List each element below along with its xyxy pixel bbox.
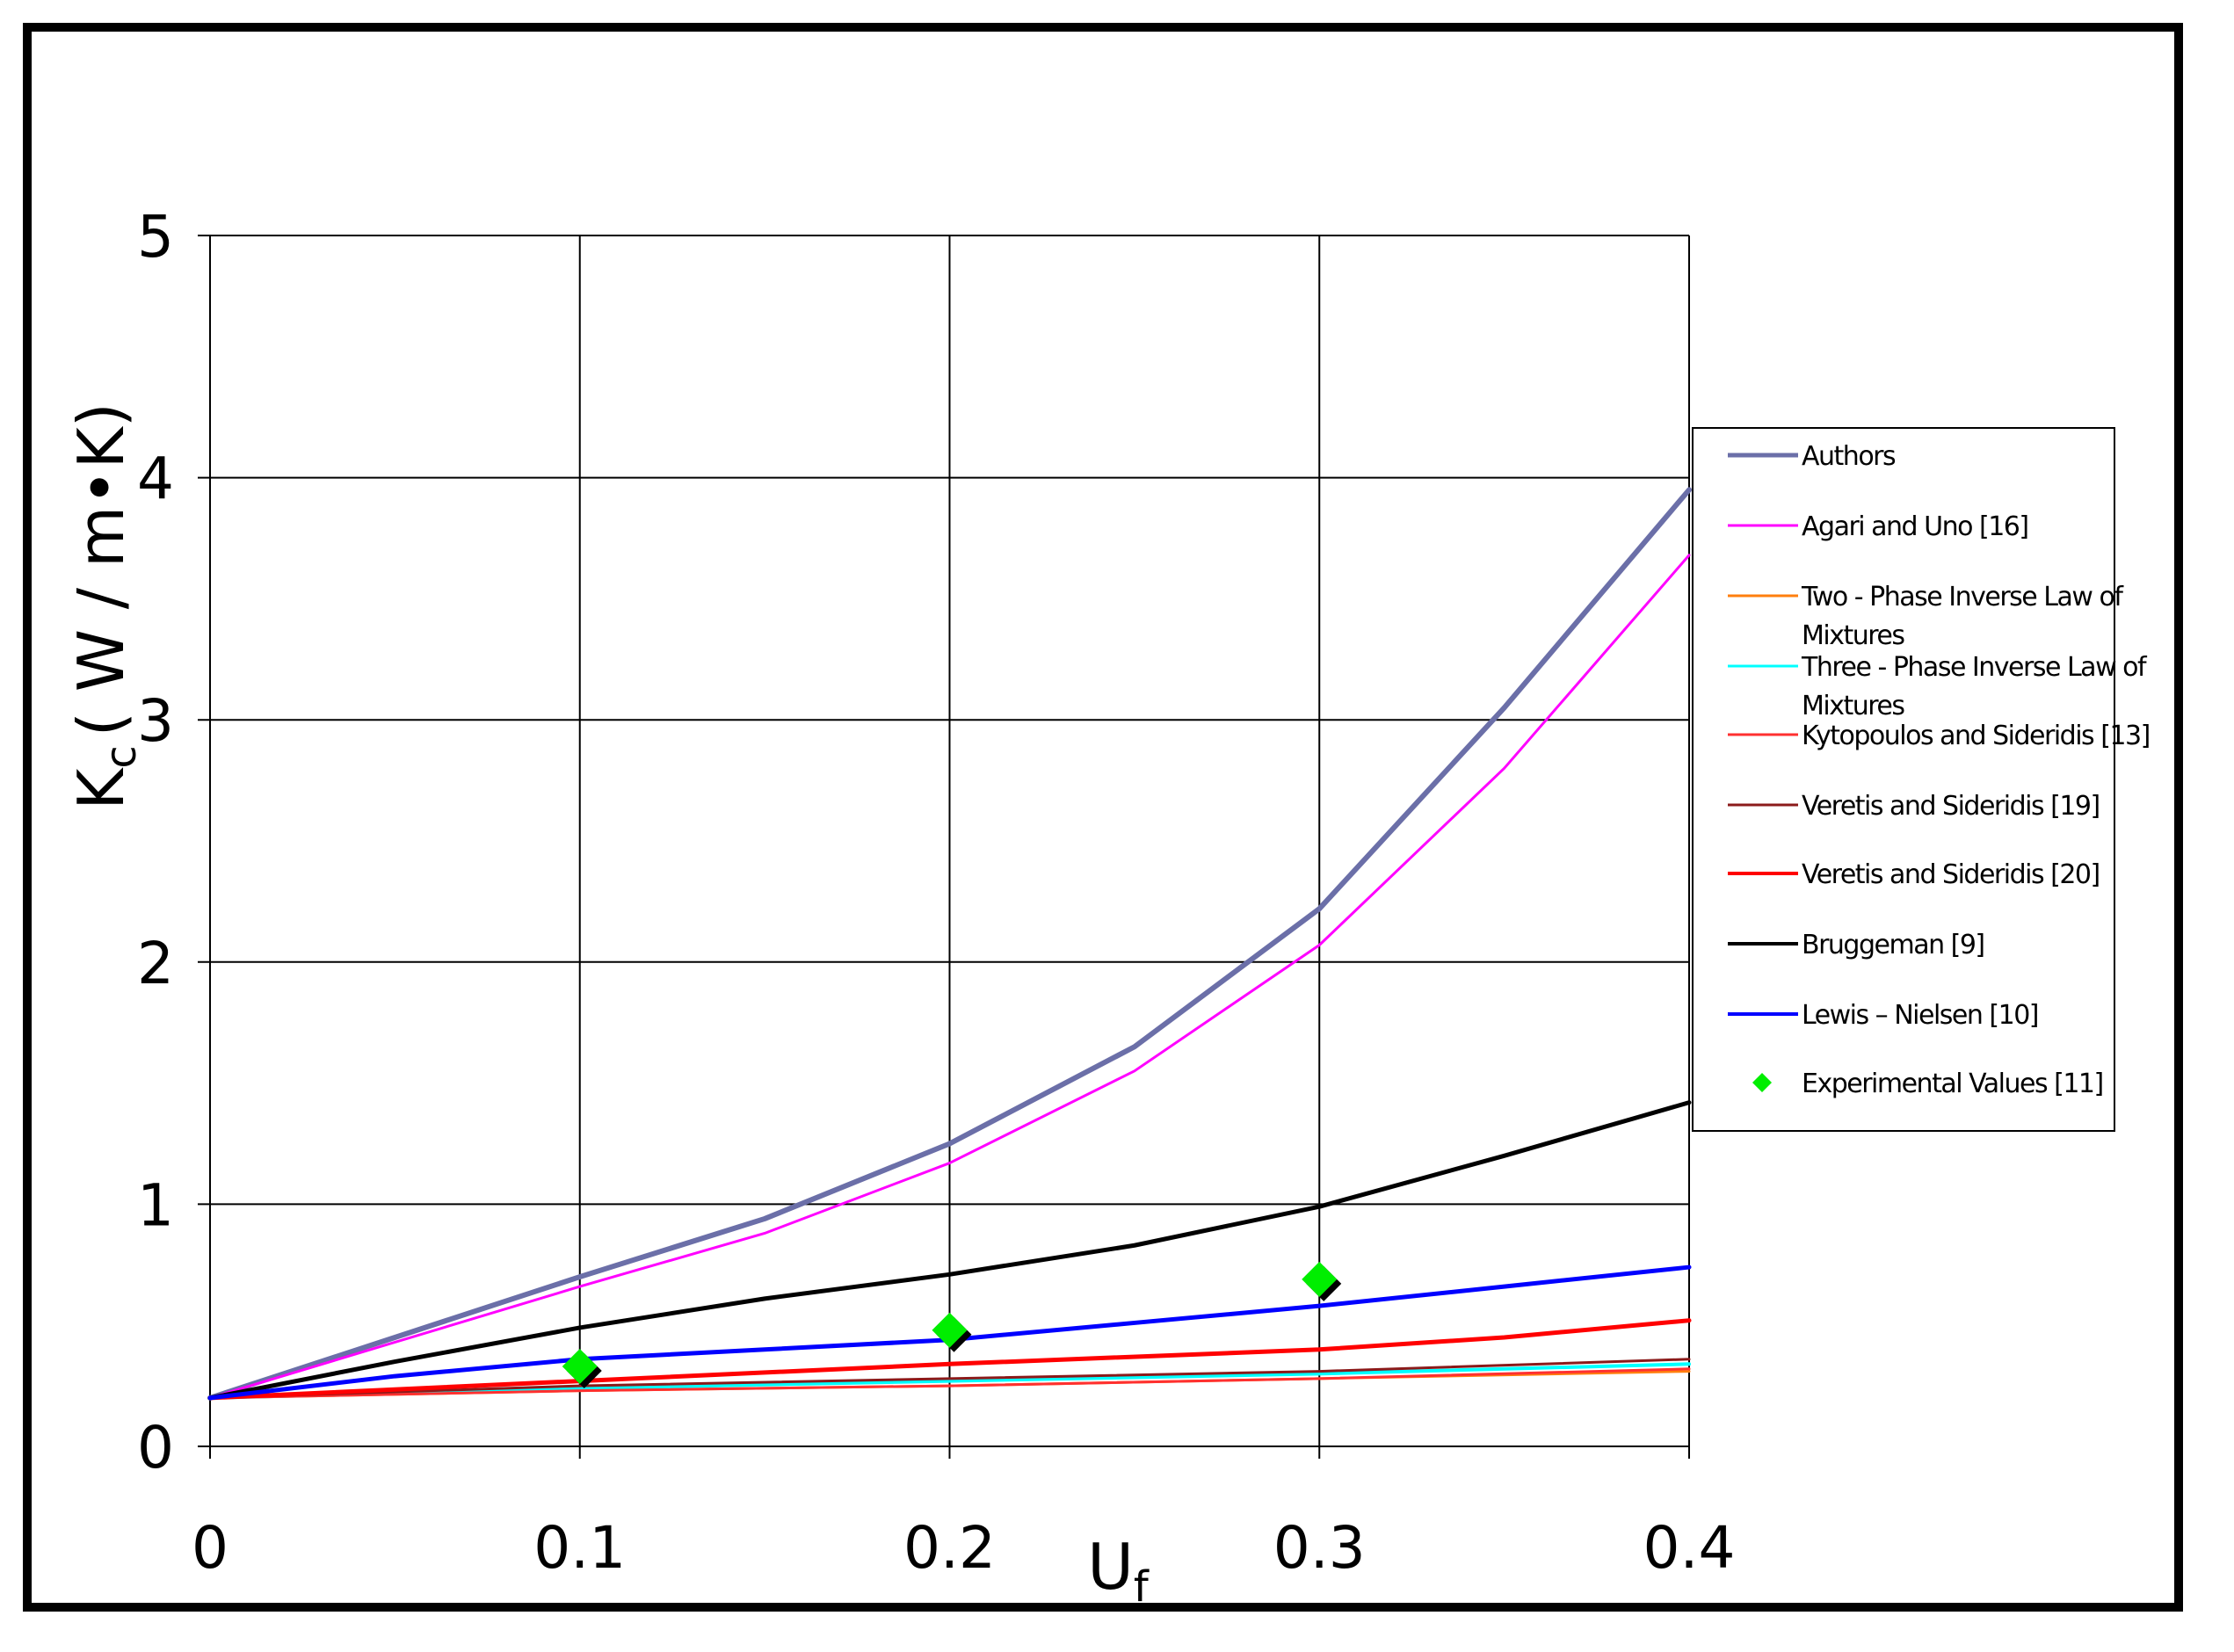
legend-label: Kytopoulos and Sideridis [13]: [1802, 721, 2150, 751]
legend-label: Agari and Uno [16]: [1802, 511, 2028, 542]
series-3-line: [208, 1362, 1691, 1400]
legend-label: Three - Phase Inverse Law of: [1801, 652, 2148, 683]
y-tick-label: 0: [137, 1414, 174, 1482]
y-tick-label: 3: [137, 687, 174, 755]
experimental-point: [562, 1349, 598, 1385]
series-0-line: [207, 487, 1692, 1401]
experimental-point: [1302, 1261, 1338, 1297]
series-4-line: [208, 1367, 1691, 1400]
legend-label: Veretis and Sideridis [20]: [1802, 859, 2100, 890]
series-5-line: [208, 1358, 1691, 1400]
legend-label: Veretis and Sideridis [19]: [1802, 791, 2100, 822]
x-axis-title: Uf: [1087, 1530, 1150, 1612]
legend-label: Lewis – Nielsen [10]: [1802, 1000, 2038, 1031]
grid: [198, 235, 1690, 1459]
legend-label: Mixtures: [1802, 620, 1904, 651]
x-tick-label: 0.4: [1643, 1514, 1736, 1582]
y-tick-label: 5: [137, 203, 174, 271]
x-tick-label: 0.1: [533, 1514, 626, 1582]
legend-label: Experimental Values [11]: [1802, 1069, 2103, 1099]
y-axis-title: Kc( W / m•K): [64, 402, 146, 810]
y-tick-label: 2: [137, 930, 174, 997]
x-tick-label: 0: [192, 1514, 228, 1582]
series-7-line: [207, 1100, 1692, 1401]
legend-label: Two - Phase Inverse Law of: [1801, 582, 2124, 612]
svg-text:Kc( W / m•K): Kc( W / m•K): [64, 402, 146, 810]
x-tick-label: 0.2: [903, 1514, 996, 1582]
y-tick-label: 4: [137, 446, 174, 513]
experimental-point: [932, 1312, 968, 1348]
legend: Authors Agari and Uno [16] Two - Phase Inv…: [1692, 427, 2151, 1132]
series-1-line: [208, 554, 1691, 1400]
tick-labels: 0 0.1 0.2 0.3 0.4 0 1 2 3 4 5: [137, 203, 1735, 1582]
legend-marker: [1752, 1073, 1772, 1092]
y-tick-label: 1: [137, 1171, 174, 1239]
x-tick-label: 0.3: [1273, 1514, 1366, 1582]
series-layer: [207, 487, 1692, 1401]
series-6-line: [207, 1318, 1692, 1401]
legend-label: Mixtures: [1802, 691, 1904, 721]
legend-label: Authors: [1802, 441, 1896, 472]
legend-label: Bruggeman [9]: [1802, 930, 1984, 960]
